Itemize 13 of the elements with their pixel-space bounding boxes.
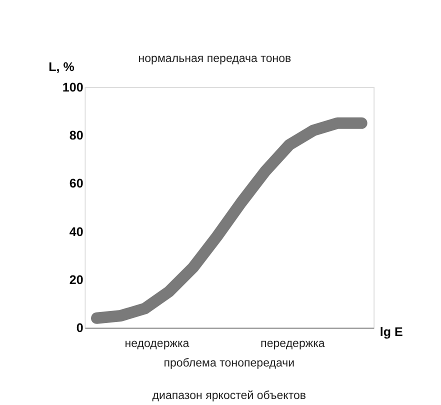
text: проблема тонопередачи <box>164 357 295 370</box>
y-tick-label: 40 <box>69 224 84 239</box>
y-tick-label: 60 <box>69 176 84 191</box>
y-tick-label: 0 <box>76 321 84 336</box>
text: недодержка <box>124 338 190 350</box>
y-tick-label: 80 <box>69 128 84 143</box>
text: передержка <box>260 338 326 350</box>
y-tick-label: 20 <box>69 272 84 287</box>
x-axis-title: lg E <box>380 324 403 339</box>
y-tick-label: 100 <box>62 80 84 94</box>
text: диапазон яркостей объектов <box>152 390 306 402</box>
y-axis-title: L, % <box>48 60 74 74</box>
text: нормальная передача тонов <box>138 52 292 65</box>
